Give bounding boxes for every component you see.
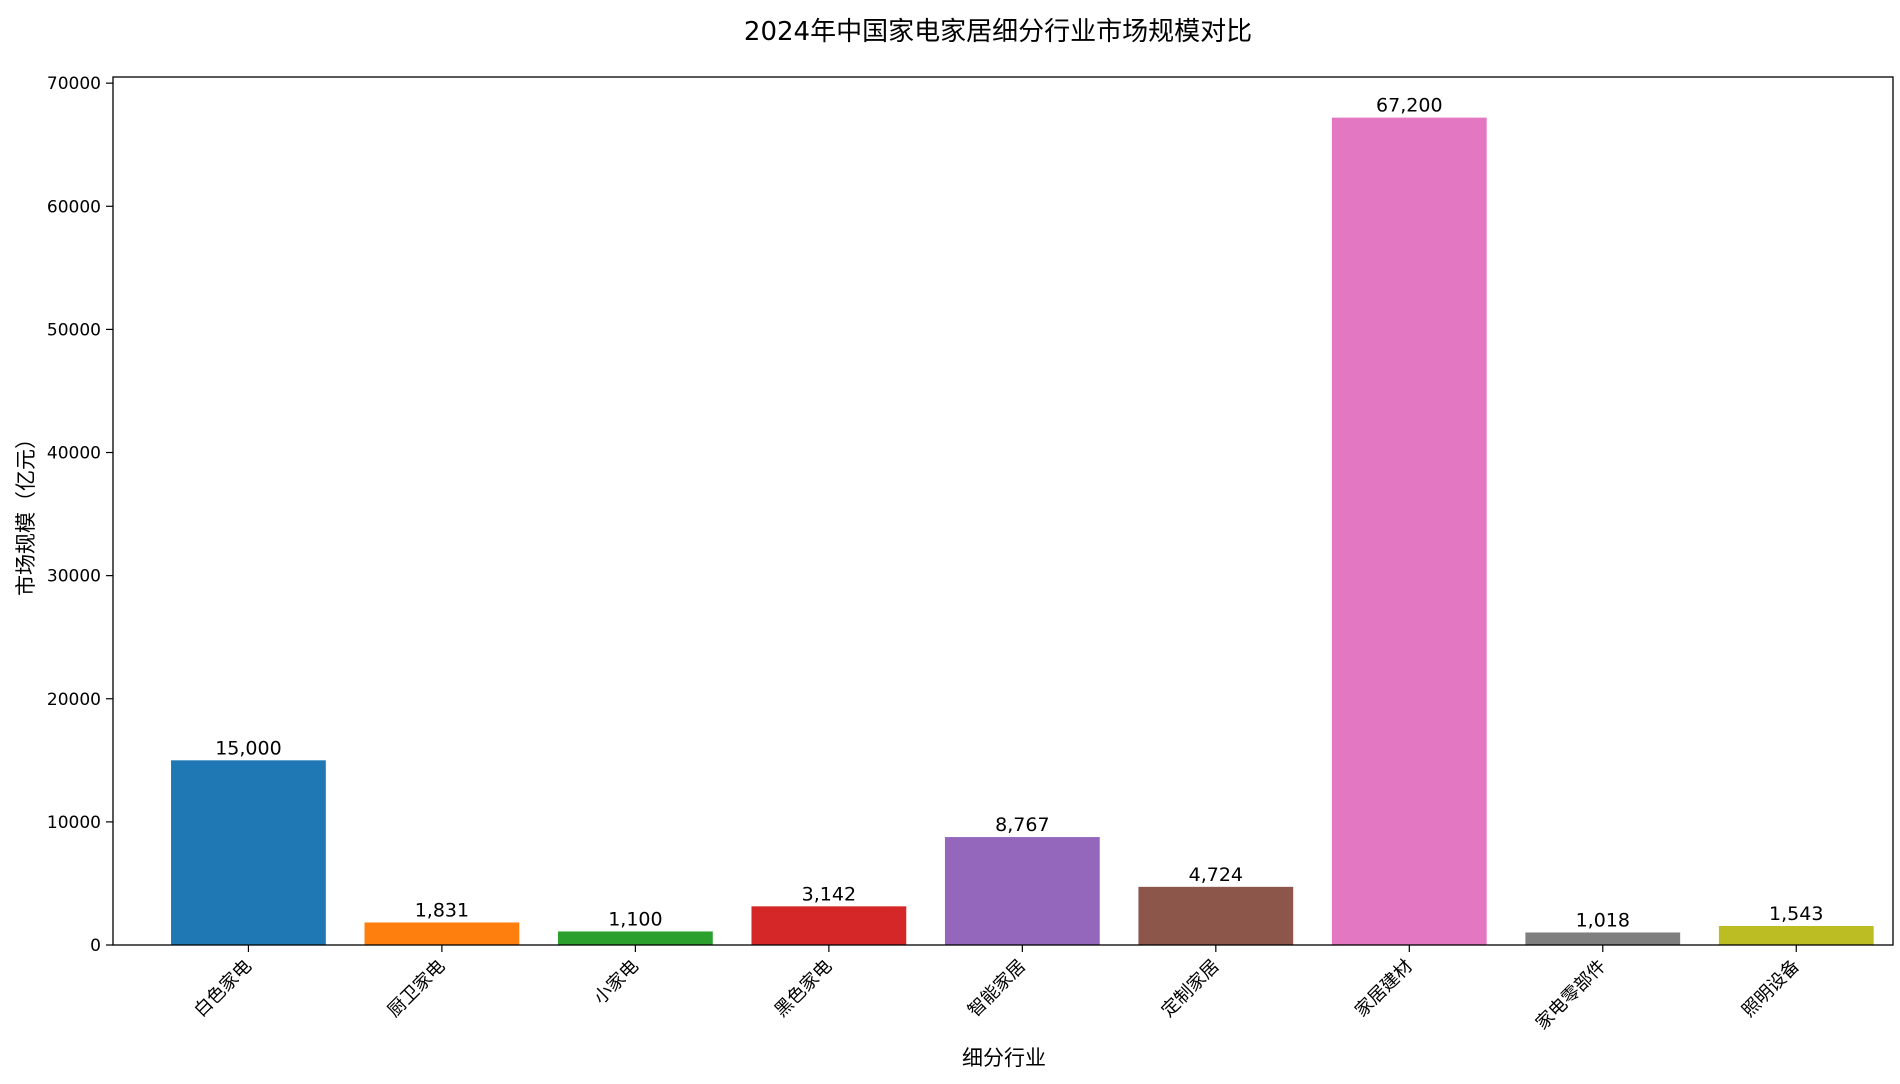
bar (1525, 932, 1681, 945)
data-label: 1,543 (1769, 903, 1823, 925)
x-tick-label: 小家电 (590, 956, 643, 1009)
y-tick-label: 10000 (47, 813, 101, 833)
bar (364, 922, 520, 945)
data-label: 1,100 (608, 908, 662, 930)
data-label: 67,200 (1376, 95, 1442, 117)
x-tick-label: 白色家电 (190, 956, 256, 1022)
x-tick-label: 家电零部件 (1532, 956, 1610, 1034)
data-label: 1,018 (1576, 909, 1630, 931)
data-label: 15,000 (215, 737, 281, 759)
bar (944, 837, 1100, 945)
y-tick-label: 30000 (47, 567, 101, 587)
y-tick-label: 0 (90, 936, 101, 956)
x-tick-label: 智能家居 (964, 956, 1030, 1022)
bar (1718, 926, 1874, 945)
bar (1138, 886, 1294, 945)
bar (751, 906, 907, 945)
plot-frame (112, 76, 1894, 946)
y-tick-label: 40000 (47, 444, 101, 464)
bar (171, 760, 326, 945)
data-label: 1,831 (415, 899, 469, 921)
data-label: 3,142 (802, 883, 856, 905)
x-tick-label: 家居建材 (1351, 956, 1417, 1022)
y-tick-label: 20000 (47, 690, 101, 710)
x-tick-label: 黑色家电 (771, 956, 837, 1022)
x-tick-label: 照明设备 (1738, 956, 1804, 1022)
y-tick-label: 60000 (47, 197, 101, 217)
data-label: 4,724 (1189, 864, 1243, 886)
chart-title: 2024年中国家电家居细分行业市场规模对比 (744, 17, 1252, 47)
y-axis-label: 市场规模（亿元） (14, 428, 38, 596)
plot-area: 0 10000 20000 30000 40000 50000 60000 70000 白色家电… (47, 74, 1894, 1034)
x-axis-label: 细分行业 (962, 1046, 1046, 1070)
data-label: 8,767 (995, 814, 1049, 836)
x-tick-label: 定制家居 (1158, 956, 1224, 1022)
bar (1331, 117, 1487, 945)
y-tick-label: 70000 (47, 74, 101, 94)
y-tick-label: 50000 (47, 320, 101, 340)
x-tick-label: 厨卫家电 (384, 956, 450, 1022)
bar (558, 931, 713, 945)
